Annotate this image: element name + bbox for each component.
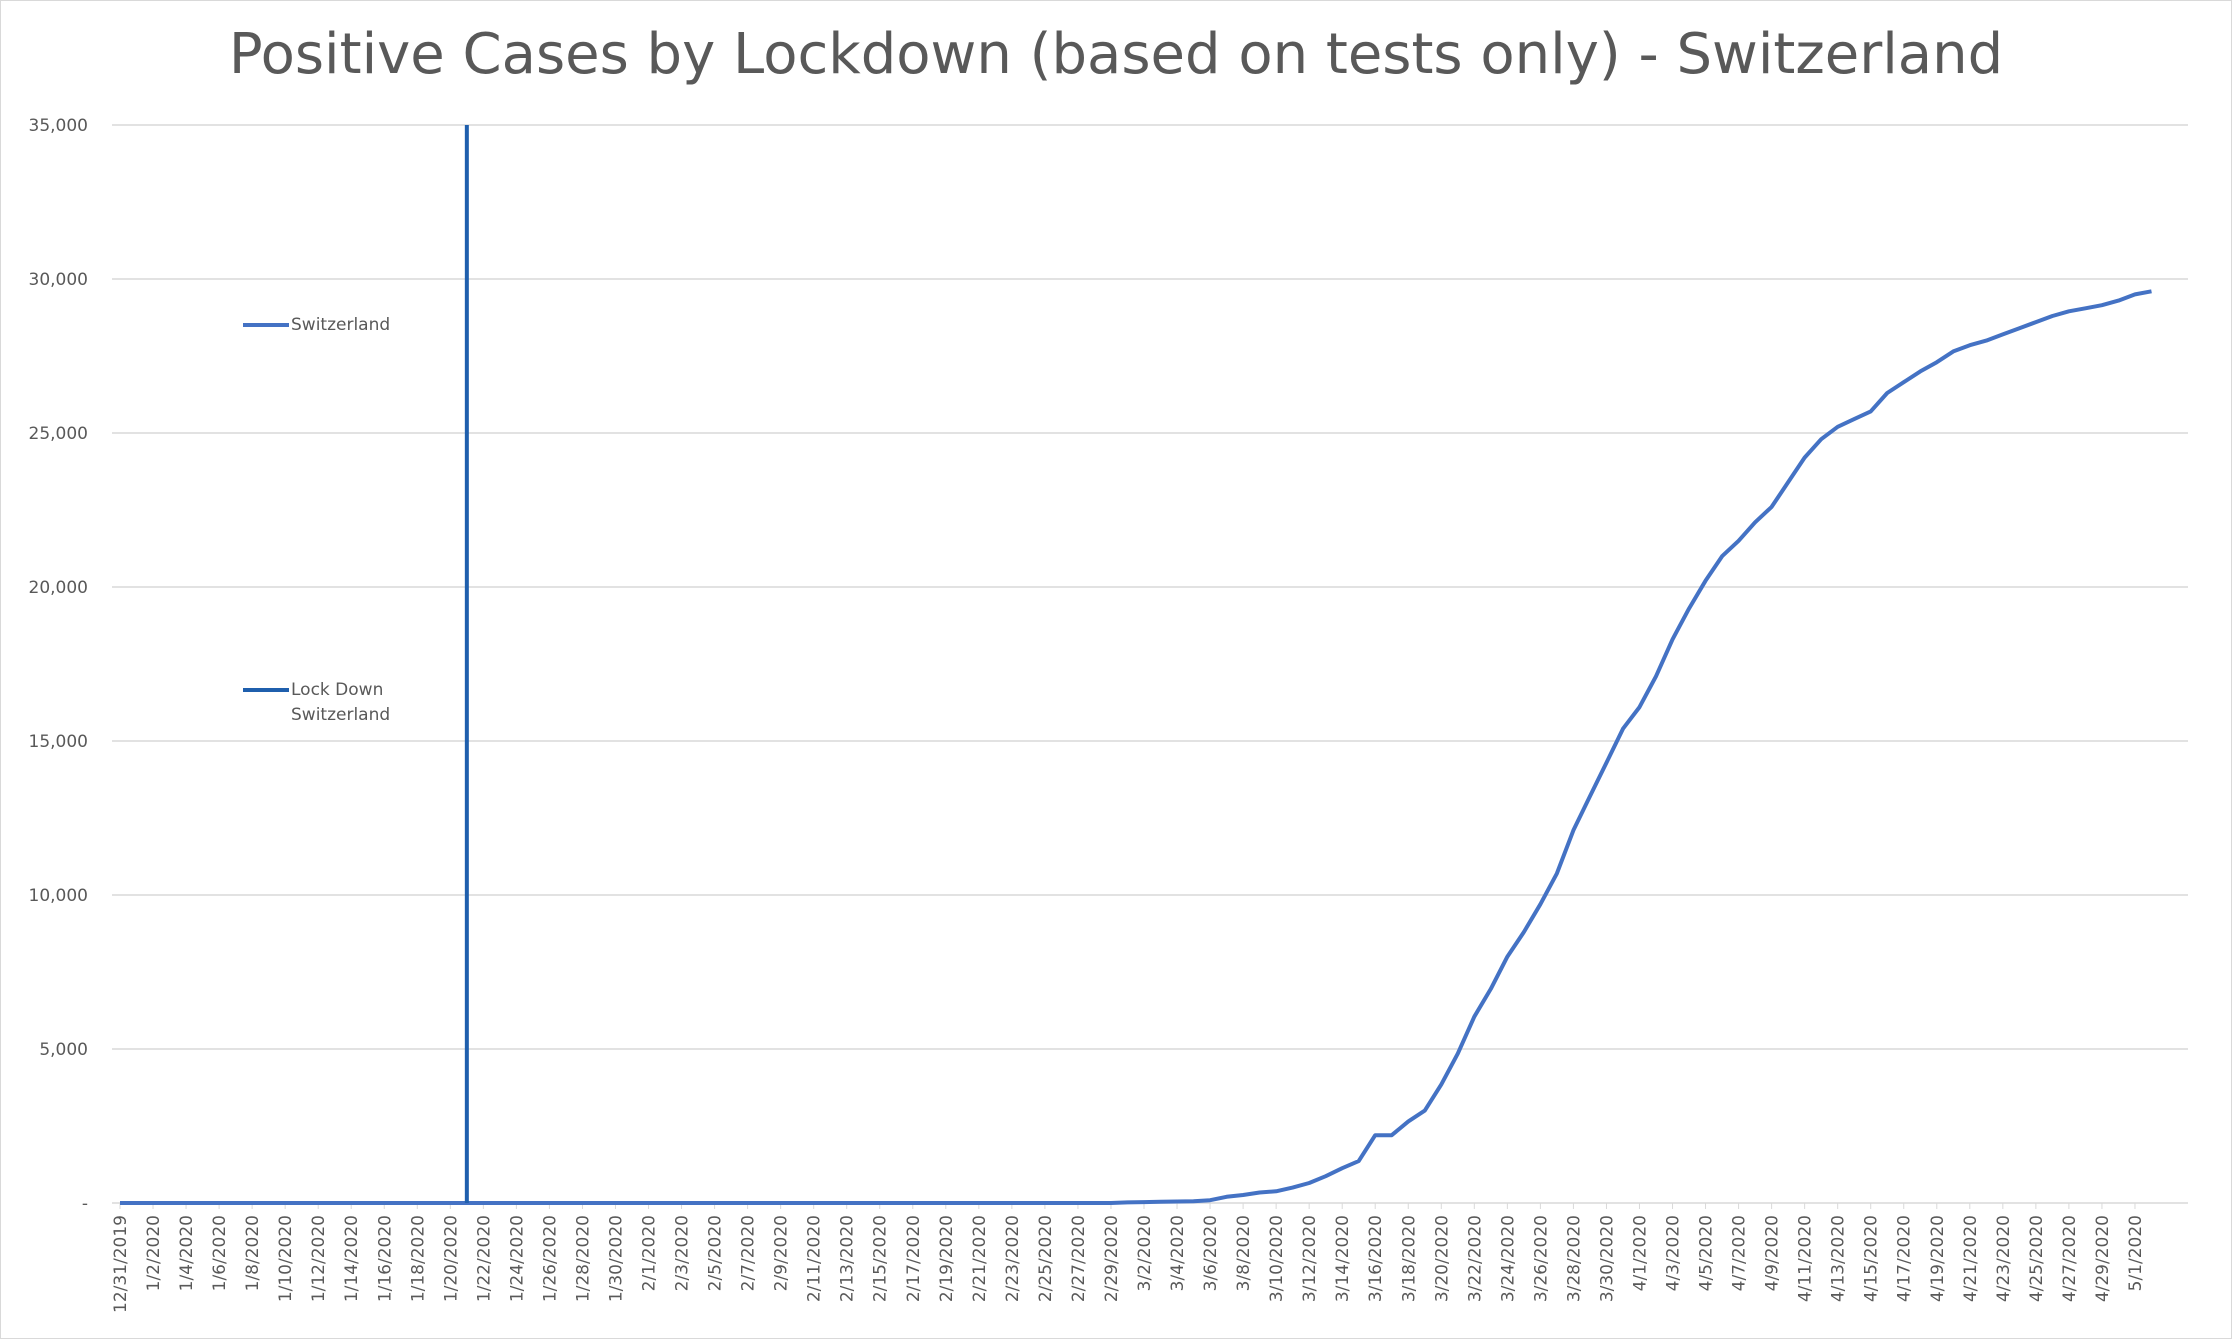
- x-tick-label: 2/23/2020: [1003, 1215, 1023, 1302]
- x-tick-label: 3/26/2020: [1531, 1215, 1551, 1302]
- x-tick-label: 3/18/2020: [1399, 1215, 1419, 1302]
- x-tick-label: 4/9/2020: [1763, 1215, 1783, 1291]
- x-tick-label: 2/9/2020: [772, 1215, 792, 1291]
- x-tick-label: 4/27/2020: [2060, 1215, 2080, 1302]
- x-tick-label: 4/17/2020: [1895, 1215, 1915, 1302]
- x-tick-label: 1/8/2020: [243, 1215, 263, 1291]
- x-tick-label: 1/28/2020: [573, 1215, 593, 1302]
- x-tick-label: 5/1/2020: [2126, 1215, 2146, 1291]
- x-tick-label: 1/4/2020: [177, 1215, 197, 1291]
- y-tick-label: 15,000: [29, 732, 88, 752]
- x-tick-label: 2/11/2020: [805, 1215, 825, 1302]
- x-tick-label: 1/6/2020: [210, 1215, 230, 1291]
- x-tick-label: 1/10/2020: [276, 1215, 296, 1302]
- x-tick-label: 4/7/2020: [1730, 1215, 1750, 1291]
- x-tick-label: 4/23/2020: [1994, 1215, 2014, 1302]
- x-tick-label: 2/15/2020: [871, 1215, 891, 1302]
- y-tick-label: 5,000: [39, 1040, 88, 1060]
- x-tick-label: 3/8/2020: [1234, 1215, 1254, 1291]
- x-tick-label: 3/4/2020: [1168, 1215, 1188, 1291]
- x-tick-label: 2/27/2020: [1069, 1215, 1089, 1302]
- x-tick-label: 4/1/2020: [1630, 1215, 1650, 1291]
- legend-label-lockdown: Lock Down Switzerland: [291, 680, 390, 725]
- x-tick-label: 2/29/2020: [1102, 1215, 1122, 1302]
- legend: Switzerland Lock Down Switzerland: [243, 315, 390, 725]
- x-tick-label: 1/30/2020: [606, 1215, 626, 1302]
- x-tick-label: 2/17/2020: [904, 1215, 924, 1302]
- x-tick-label: 4/25/2020: [2027, 1215, 2047, 1302]
- x-tick-label: 4/13/2020: [1829, 1215, 1849, 1302]
- x-tick-label: 4/19/2020: [1928, 1215, 1948, 1302]
- x-tick-label: 4/3/2020: [1664, 1215, 1684, 1291]
- x-tick-label: 4/15/2020: [1862, 1215, 1882, 1302]
- x-tick-label: 2/1/2020: [640, 1215, 660, 1291]
- x-tick-label: 2/7/2020: [739, 1215, 759, 1291]
- series-layer: [120, 125, 2152, 1205]
- legend-label-switzerland: Switzerland: [291, 315, 390, 335]
- x-tick-label: 3/22/2020: [1465, 1215, 1485, 1302]
- y-tick-label: -: [82, 1194, 88, 1214]
- x-tick-label: 2/3/2020: [673, 1215, 693, 1291]
- x-tick-label: 1/12/2020: [309, 1215, 329, 1302]
- x-tick-label: 2/5/2020: [706, 1215, 726, 1291]
- x-tick-label: 1/16/2020: [375, 1215, 395, 1302]
- y-tick-label: 10,000: [29, 886, 88, 906]
- y-tick-label: 30,000: [29, 270, 88, 290]
- x-tick-label: 3/16/2020: [1366, 1215, 1386, 1302]
- x-tick-label: 3/24/2020: [1498, 1215, 1518, 1302]
- x-tick-label: 1/2/2020: [144, 1215, 164, 1291]
- x-tick-label: 3/2/2020: [1135, 1215, 1155, 1291]
- series-line-switzerland: [120, 289, 2152, 1205]
- x-tick-label: 4/29/2020: [2093, 1215, 2113, 1302]
- y-tick-label: 20,000: [29, 578, 88, 598]
- x-tick-label: 1/22/2020: [474, 1215, 494, 1302]
- x-tick-label: 3/28/2020: [1564, 1215, 1584, 1302]
- x-tick-label: 2/25/2020: [1036, 1215, 1056, 1302]
- x-tick-label: 3/14/2020: [1333, 1215, 1353, 1302]
- x-tick-label: 3/10/2020: [1267, 1215, 1287, 1302]
- gridlines: [112, 124, 2188, 1204]
- x-tick-label: 1/24/2020: [507, 1215, 527, 1302]
- x-tick-label: 3/20/2020: [1432, 1215, 1452, 1302]
- y-tick-label: 25,000: [29, 424, 88, 444]
- y-tick-label: 35,000: [29, 116, 88, 136]
- x-tick-label: 3/12/2020: [1300, 1215, 1320, 1302]
- y-axis-ticks: - 5,000 10,000 15,000 20,000 25,000 30,000 35,0…: [29, 116, 88, 1214]
- x-tick-label: 4/5/2020: [1697, 1215, 1717, 1291]
- x-tick-label: 1/18/2020: [408, 1215, 428, 1302]
- x-tick-label: 2/19/2020: [937, 1215, 957, 1302]
- x-tick-label: 3/30/2020: [1597, 1215, 1617, 1302]
- x-tick-label: 12/31/2019: [111, 1215, 131, 1313]
- x-tick-label: 2/13/2020: [838, 1215, 858, 1302]
- chart-title: Positive Cases by Lockdown (based on tes…: [228, 22, 2004, 87]
- x-tick-label: 4/11/2020: [1796, 1215, 1816, 1302]
- x-tick-label: 3/6/2020: [1201, 1215, 1221, 1291]
- x-tick-label: 1/20/2020: [441, 1215, 461, 1302]
- x-tick-label: 1/26/2020: [540, 1215, 560, 1302]
- x-tick-label: 1/14/2020: [342, 1215, 362, 1302]
- x-tick-label: 2/21/2020: [970, 1215, 990, 1302]
- x-tick-label: 4/21/2020: [1961, 1215, 1981, 1302]
- x-axis-ticks: 12/31/2019 1/2/2020 1/4/2020 1/6/2020 1/8/20…: [111, 1203, 2146, 1313]
